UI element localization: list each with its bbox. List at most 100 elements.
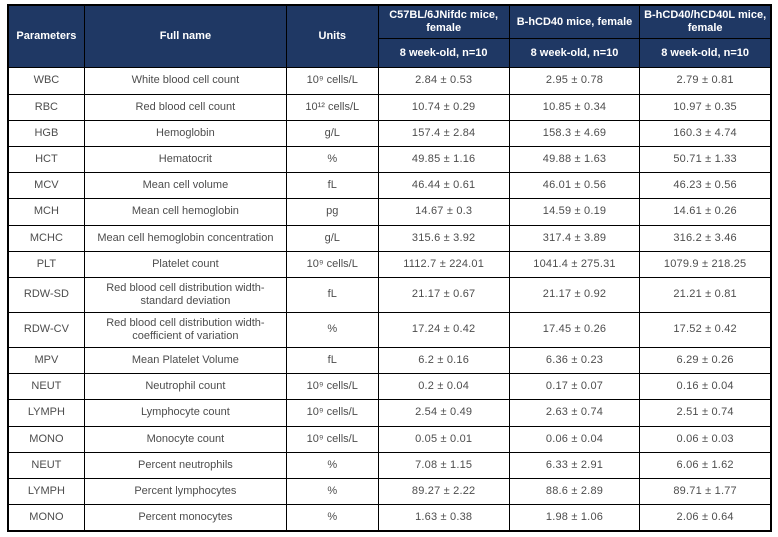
fullname-cell: White blood cell count xyxy=(83,67,287,95)
value-cell-bhcd40: 49.88 ± 1.63 xyxy=(508,145,641,174)
param-cell: RBC xyxy=(7,93,85,121)
table-header: Parameters Full name Units C57BL/6JNifdc… xyxy=(7,4,772,69)
value-cell-bhcd40-hcd40l: 316.2 ± 3.46 xyxy=(639,224,772,252)
units-cell: pg xyxy=(285,198,379,226)
units-cell: 10⁹ cells/L xyxy=(285,425,379,453)
param-cell: LYMPH xyxy=(7,477,85,506)
value-cell-c57bl: 1112.7 ± 224.01 xyxy=(377,250,510,279)
units-cell: fL xyxy=(285,277,379,313)
units-cell: % xyxy=(285,451,379,479)
param-cell: NEUT xyxy=(7,451,85,479)
fullname-cell: Neutrophil count xyxy=(83,373,287,401)
param-cell: RDW-CV xyxy=(7,311,85,348)
table-row: NEUT Neutrophil count 10⁹ cells/L 0.2 ± 0.0… xyxy=(7,373,772,401)
fullname-cell: Red blood cell count xyxy=(83,93,287,121)
param-cell: RDW-SD xyxy=(7,277,85,313)
param-cell: LYMPH xyxy=(7,399,85,427)
value-cell-bhcd40: 317.4 ± 3.89 xyxy=(508,224,641,252)
header-units: Units xyxy=(285,4,379,69)
fullname-cell: Mean cell hemoglobin concentration xyxy=(83,224,287,252)
fullname-cell: Lymphocyte count xyxy=(83,399,287,427)
value-cell-c57bl: 2.54 ± 0.49 xyxy=(377,399,510,427)
header-subgroup-bhcd40: 8 week-old, n=10 xyxy=(508,38,641,69)
value-cell-c57bl: 10.74 ± 0.29 xyxy=(377,93,510,121)
value-cell-bhcd40-hcd40l: 1079.9 ± 218.25 xyxy=(639,250,772,279)
value-cell-c57bl: 46.44 ± 0.61 xyxy=(377,172,510,200)
units-cell: fL xyxy=(285,346,379,375)
units-cell: fL xyxy=(285,172,379,200)
fullname-cell: Red blood cell distribution width-standa… xyxy=(83,277,287,313)
table-row: LYMPH Percent lymphocytes% 89.27 ± 2.22 88.… xyxy=(7,477,772,506)
table-row: WBC White blood cell count 10⁹ cells/L 2.84… xyxy=(7,67,772,95)
units-cell: 10⁹ cells/L xyxy=(285,250,379,279)
value-cell-bhcd40: 1.98 ± 1.06 xyxy=(508,504,641,532)
value-cell-bhcd40: 46.01 ± 0.56 xyxy=(508,172,641,200)
value-cell-bhcd40: 158.3 ± 4.69 xyxy=(508,119,641,147)
param-cell: WBC xyxy=(7,67,85,95)
value-cell-bhcd40: 0.06 ± 0.04 xyxy=(508,425,641,453)
fullname-cell: Red blood cell distribution width-coeffi… xyxy=(83,311,287,348)
header-group-bhcd40-hcd40l: B-hCD40/hCD40L mice, female xyxy=(639,4,772,40)
table-row: MONO Percent monocytes% 1.63 ± 0.38 1.98 ± … xyxy=(7,504,772,532)
table-row: HCT Hematocrit% 49.85 ± 1.16 49.88 ± 1.63 50… xyxy=(7,145,772,174)
value-cell-bhcd40-hcd40l: 160.3 ± 4.74 xyxy=(639,119,772,147)
value-cell-bhcd40-hcd40l: 17.52 ± 0.42 xyxy=(639,311,772,348)
fullname-cell: Percent lymphocytes xyxy=(83,477,287,506)
value-cell-c57bl: 157.4 ± 2.84 xyxy=(377,119,510,147)
header-row-subgroups: 8 week-old, n=10 8 week-old, n=10 8 week… xyxy=(8,38,772,69)
fullname-cell: Monocyte count xyxy=(83,425,287,453)
value-cell-bhcd40-hcd40l: 2.79 ± 0.81 xyxy=(639,67,772,95)
value-cell-bhcd40: 1041.4 ± 275.31 xyxy=(508,250,641,279)
value-cell-bhcd40: 10.85 ± 0.34 xyxy=(508,93,641,121)
value-cell-c57bl: 21.17 ± 0.67 xyxy=(377,277,510,313)
value-cell-bhcd40-hcd40l: 2.06 ± 0.64 xyxy=(639,504,772,532)
param-cell: MONO xyxy=(7,504,85,532)
param-cell: HGB xyxy=(7,119,85,147)
value-cell-bhcd40-hcd40l: 0.06 ± 0.03 xyxy=(639,425,772,453)
units-cell: % xyxy=(285,477,379,506)
fullname-cell: Percent monocytes xyxy=(83,504,287,532)
table-row: RDW-SD Red blood cell distribution width-… xyxy=(7,277,772,313)
param-cell: MCHC xyxy=(7,224,85,252)
table-row: NEUT Percent neutrophils% 7.08 ± 1.15 6.33 … xyxy=(7,451,772,479)
param-cell: HCT xyxy=(7,145,85,174)
param-cell: MPV xyxy=(7,346,85,375)
fullname-cell: Mean Platelet Volume xyxy=(83,346,287,375)
param-cell: MONO xyxy=(7,425,85,453)
units-cell: 10¹² cells/L xyxy=(285,93,379,121)
units-cell: % xyxy=(285,311,379,348)
table-row: MPV Mean Platelet Volume fL 6.2 ± 0.16 6.36 … xyxy=(7,346,772,375)
value-cell-c57bl: 1.63 ± 0.38 xyxy=(377,504,510,532)
fullname-cell: Hematocrit xyxy=(83,145,287,174)
value-cell-c57bl: 315.6 ± 3.92 xyxy=(377,224,510,252)
units-cell: g/L xyxy=(285,119,379,147)
units-cell: 10⁹ cells/L xyxy=(285,373,379,401)
value-cell-bhcd40-hcd40l: 2.51 ± 0.74 xyxy=(639,399,772,427)
param-cell: MCH xyxy=(7,198,85,226)
value-cell-c57bl: 89.27 ± 2.22 xyxy=(377,477,510,506)
hematology-data-table: Parameters Full name Units C57BL/6JNifdc… xyxy=(7,4,772,532)
value-cell-c57bl: 2.84 ± 0.53 xyxy=(377,67,510,95)
header-row-groups: Parameters Full name Units C57BL/6JNifdc… xyxy=(7,4,772,69)
value-cell-bhcd40-hcd40l: 21.21 ± 0.81 xyxy=(639,277,772,313)
header-subgroup-bhcd40-hcd40l: 8 week-old, n=10 xyxy=(639,38,772,69)
value-cell-bhcd40-hcd40l: 14.61 ± 0.26 xyxy=(639,198,772,226)
table-row: RDW-CV Red blood cell distribution width-… xyxy=(7,311,772,348)
table-row: MONO Monocyte count 10⁹ cells/L 0.05 ± 0.01… xyxy=(7,425,772,453)
table-row: MCHC Mean cell hemoglobin concentration g/… xyxy=(7,224,772,252)
value-cell-bhcd40-hcd40l: 10.97 ± 0.35 xyxy=(639,93,772,121)
header-group-c57bl: C57BL/6JNifdc mice, female xyxy=(377,4,510,40)
value-cell-c57bl: 7.08 ± 1.15 xyxy=(377,451,510,479)
header-subgroup-c57bl: 8 week-old, n=10 xyxy=(377,38,510,69)
value-cell-bhcd40: 6.33 ± 2.91 xyxy=(508,451,641,479)
value-cell-bhcd40: 2.95 ± 0.78 xyxy=(508,67,641,95)
table-row: PLT Platelet count 10⁹ cells/L 1112.7 ± 224… xyxy=(7,250,772,279)
units-cell: 10⁹ cells/L xyxy=(285,67,379,95)
value-cell-bhcd40: 2.63 ± 0.74 xyxy=(508,399,641,427)
fullname-cell: Mean cell volume xyxy=(83,172,287,200)
value-cell-c57bl: 49.85 ± 1.16 xyxy=(377,145,510,174)
param-cell: MCV xyxy=(7,172,85,200)
value-cell-bhcd40-hcd40l: 46.23 ± 0.56 xyxy=(639,172,772,200)
value-cell-bhcd40: 6.36 ± 0.23 xyxy=(508,346,641,375)
